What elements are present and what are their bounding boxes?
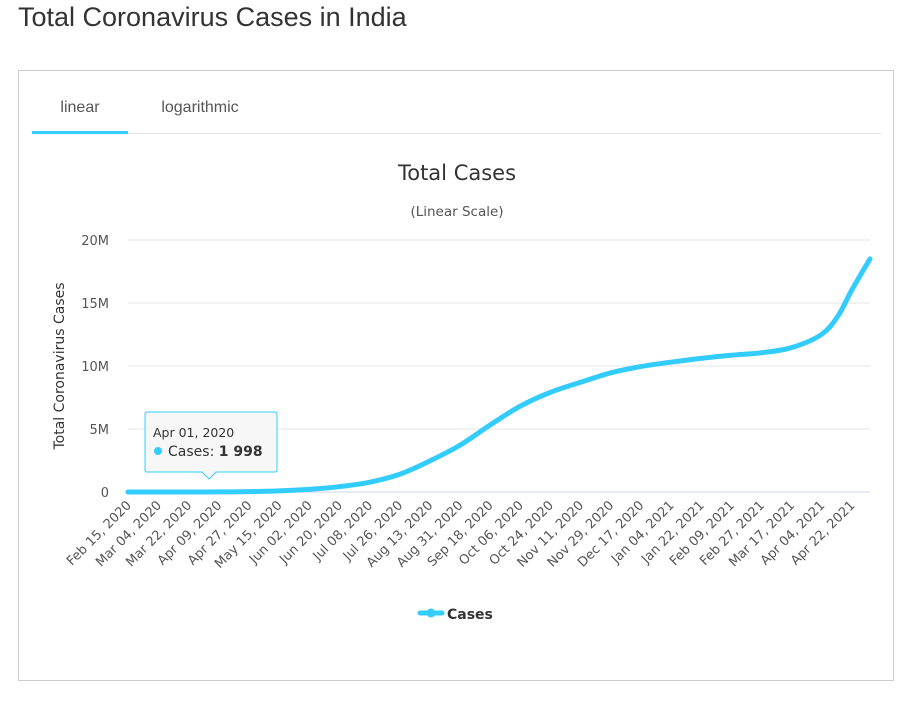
tab-logarithmic[interactable]: logarithmic [161,99,239,116]
y-tick-label: 0 [101,486,109,501]
chart-panel: linear logarithmic [18,70,894,681]
y-tick-label: 20M [81,234,109,249]
tooltip-box [144,411,278,480]
tab-linear[interactable]: linear [32,89,128,134]
grid-lines [128,239,870,430]
y-tick-label: 10M [81,360,109,375]
y-tick-label: 5M [90,423,110,438]
y-axis-ticks: 0 5M 10M 15M 20M [81,234,109,501]
tooltip-colon: : [210,444,219,460]
tooltip-series: Cases [168,444,210,460]
tooltip-date: Apr 01, 2020 [153,425,234,440]
tooltip-marker-icon [154,447,162,455]
legend-marker-icon [426,608,436,618]
scale-tabs: linear logarithmic [32,89,882,134]
tooltip-value: 1 998 [219,444,263,460]
y-tick-label: 15M [81,297,109,312]
tooltip: Apr 01, 2020 Cases: 1 998 [144,411,278,480]
y-axis-label: Total Coronavirus Cases [52,282,68,450]
legend-label-cases: Cases [447,607,493,623]
legend[interactable]: Cases [417,607,493,623]
page-title: Total Coronavirus Cases in India [18,2,407,32]
chart-title: Total Cases [397,161,516,185]
tooltip-text: Cases: 1 998 [168,444,263,460]
chart-subtitle: (Linear Scale) [410,204,503,220]
series-line-cases [125,256,873,495]
